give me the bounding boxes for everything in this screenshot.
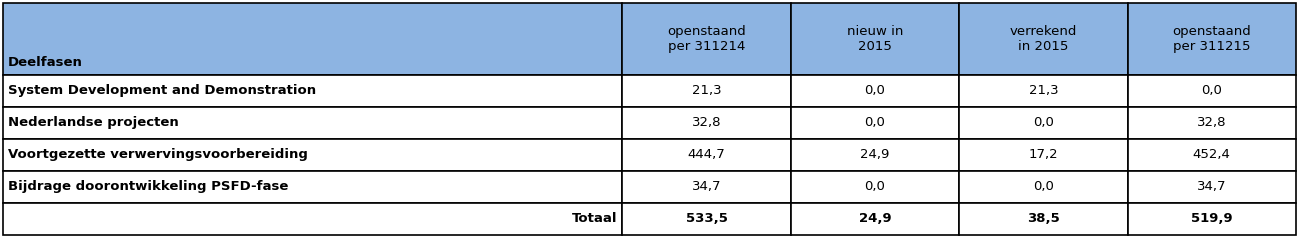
Text: 452,4: 452,4 [1192, 149, 1230, 161]
Text: 0,0: 0,0 [1033, 180, 1053, 193]
Text: 21,3: 21,3 [692, 84, 721, 97]
Text: Nederlandse projecten: Nederlandse projecten [8, 116, 179, 129]
Text: 0,0: 0,0 [865, 116, 886, 129]
Text: 533,5: 533,5 [686, 213, 727, 225]
Bar [791, 107, 959, 139]
Text: System Development and Demonstration: System Development and Demonstration [8, 84, 316, 97]
Bar [622, 203, 791, 235]
Bar [3, 107, 622, 139]
Text: 38,5: 38,5 [1028, 213, 1060, 225]
Text: 0,0: 0,0 [1033, 116, 1053, 129]
Bar [959, 107, 1128, 139]
Text: 21,3: 21,3 [1029, 84, 1059, 97]
Bar [3, 203, 622, 235]
Bar [622, 75, 791, 107]
Bar [791, 75, 959, 107]
Text: 32,8: 32,8 [692, 116, 721, 129]
Bar [622, 3, 791, 75]
Text: openstaand
per 311215: openstaand per 311215 [1173, 25, 1251, 53]
Bar [1128, 107, 1296, 139]
Bar [1128, 75, 1296, 107]
Bar [959, 203, 1128, 235]
Text: nieuw in
2015: nieuw in 2015 [847, 25, 903, 53]
Bar [1128, 3, 1296, 75]
Bar [959, 139, 1128, 171]
Text: 34,7: 34,7 [1198, 180, 1226, 193]
Bar [622, 107, 791, 139]
Bar [622, 139, 791, 171]
Text: 0,0: 0,0 [865, 84, 886, 97]
Bar [791, 203, 959, 235]
Bar [622, 171, 791, 203]
Bar [1128, 203, 1296, 235]
Text: openstaand
per 311214: openstaand per 311214 [668, 25, 746, 53]
Text: Deelfasen: Deelfasen [8, 56, 83, 69]
Bar [1128, 171, 1296, 203]
Bar [3, 75, 622, 107]
Bar [3, 3, 622, 75]
Text: 34,7: 34,7 [692, 180, 721, 193]
Text: Bijdrage doorontwikkeling PSFD-fase: Bijdrage doorontwikkeling PSFD-fase [8, 180, 288, 193]
Text: 24,9: 24,9 [859, 213, 891, 225]
Text: Totaal: Totaal [572, 213, 617, 225]
Text: verrekend
in 2015: verrekend in 2015 [1009, 25, 1077, 53]
Text: Voortgezette verwervingsvoorbereiding: Voortgezette verwervingsvoorbereiding [8, 149, 308, 161]
Text: 519,9: 519,9 [1191, 213, 1233, 225]
Bar [791, 171, 959, 203]
Bar [959, 3, 1128, 75]
Bar [959, 75, 1128, 107]
Text: 444,7: 444,7 [687, 149, 726, 161]
Bar [3, 171, 622, 203]
Text: 0,0: 0,0 [1202, 84, 1222, 97]
Bar [959, 171, 1128, 203]
Text: 17,2: 17,2 [1029, 149, 1059, 161]
Bar [791, 3, 959, 75]
Text: 0,0: 0,0 [865, 180, 886, 193]
Bar [1128, 139, 1296, 171]
Text: 24,9: 24,9 [860, 149, 890, 161]
Text: 32,8: 32,8 [1198, 116, 1226, 129]
Bar [3, 139, 622, 171]
Bar [791, 139, 959, 171]
